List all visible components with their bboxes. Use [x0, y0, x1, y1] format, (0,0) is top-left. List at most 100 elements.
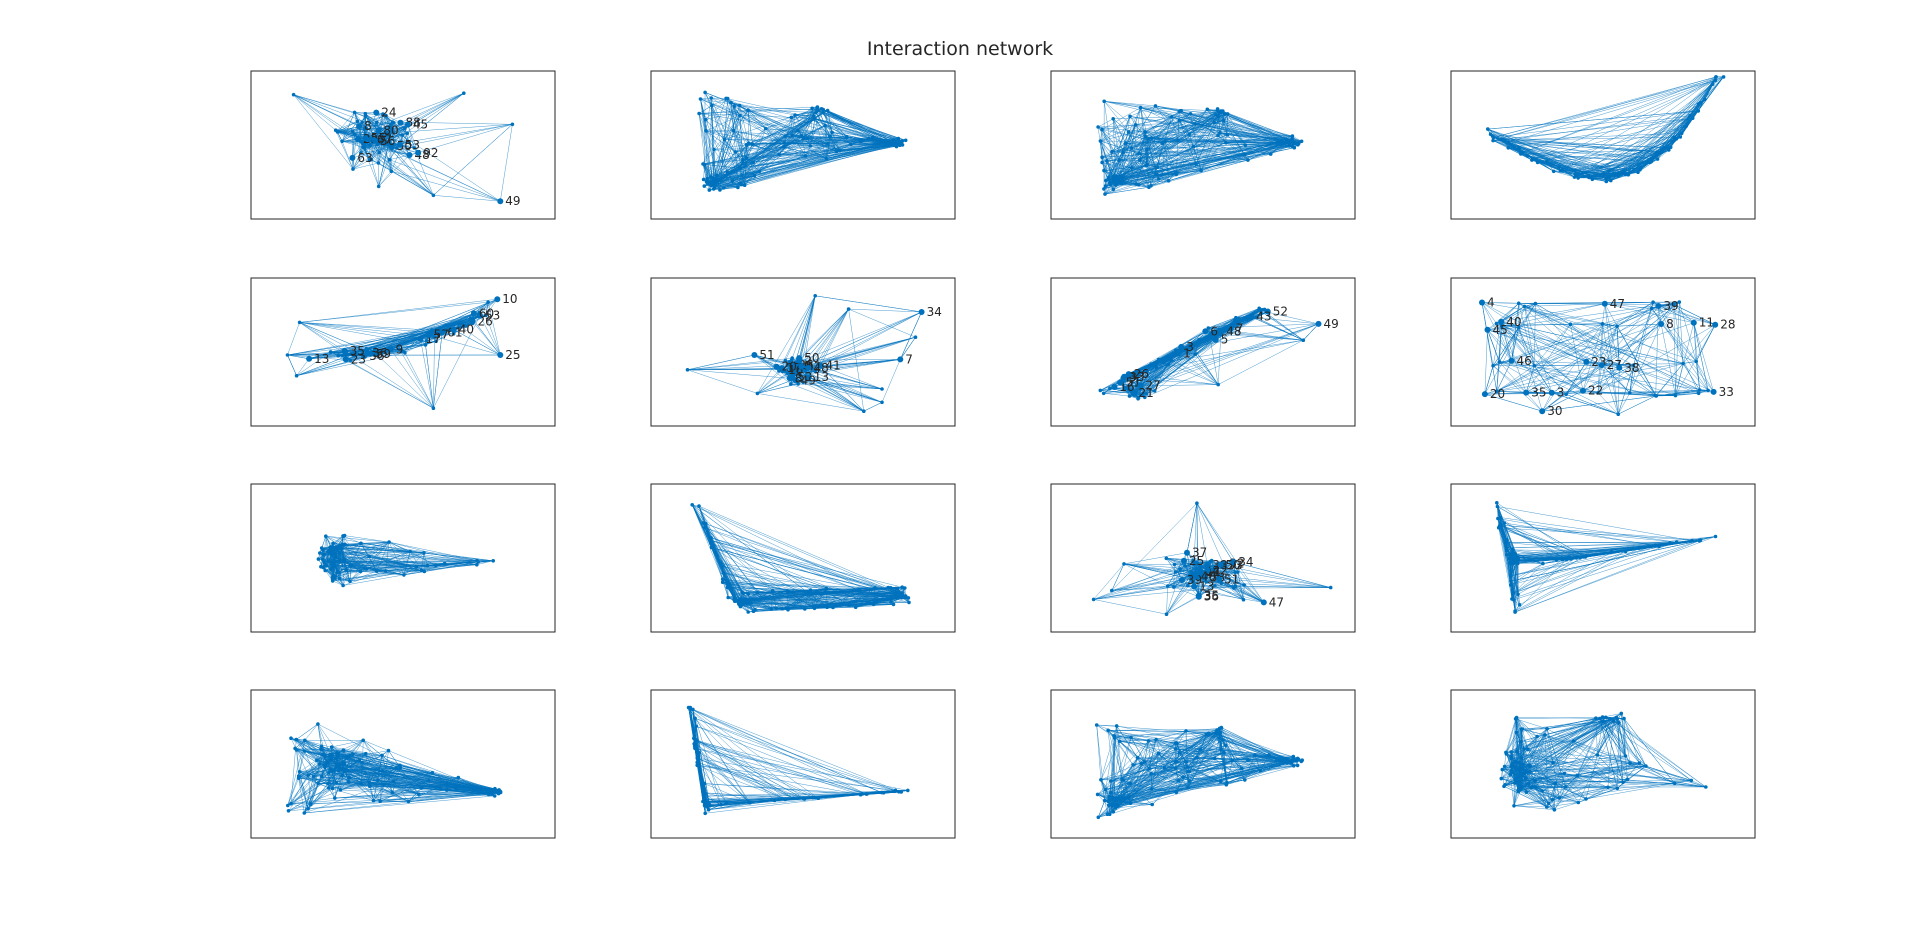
- network-node: [1563, 785, 1568, 789]
- network-node: [1696, 109, 1701, 113]
- network-node: [1217, 736, 1222, 740]
- network-node: [1213, 584, 1217, 588]
- network-node: [751, 160, 755, 164]
- network-node: [1184, 729, 1188, 733]
- network-node: [1513, 759, 1518, 764]
- network-node: [1496, 525, 1501, 530]
- network-node: [337, 558, 342, 562]
- network-node: [1508, 552, 1512, 557]
- network-node: [372, 352, 377, 357]
- network-node: [701, 799, 705, 804]
- network-node: [1615, 786, 1620, 791]
- network-node: [748, 600, 753, 605]
- network-panel-9: [250, 483, 556, 633]
- network-node: [1486, 127, 1490, 131]
- network-node: [693, 746, 697, 751]
- network-node: [289, 801, 293, 806]
- network-node: [904, 595, 908, 600]
- network-node: [1206, 731, 1211, 735]
- network-node: [1637, 546, 1642, 550]
- network-node: [1509, 750, 1513, 754]
- network-node: [1677, 300, 1682, 304]
- network-node: [475, 558, 479, 563]
- network-node: [789, 382, 793, 386]
- network-node: [400, 349, 405, 353]
- network-node: [1195, 501, 1199, 506]
- network-node: [1628, 391, 1632, 395]
- network-node: [1241, 597, 1246, 602]
- network-node: [898, 592, 903, 596]
- network-node: [1177, 118, 1182, 123]
- network-node: [1299, 759, 1304, 764]
- network-node: [1188, 112, 1193, 116]
- network-node: [390, 790, 395, 795]
- network-node: [360, 120, 364, 125]
- node-label: 51: [1126, 375, 1141, 389]
- network-node: [894, 586, 898, 591]
- node-label: 38: [1624, 361, 1639, 375]
- network-node: [757, 169, 762, 174]
- network-node: [813, 369, 817, 374]
- network-node: [1123, 141, 1128, 146]
- network-node: [873, 586, 877, 590]
- network-node: [1622, 716, 1626, 721]
- network-node: [1214, 732, 1219, 736]
- network-node: [327, 770, 331, 775]
- labeled-node: [1212, 336, 1219, 343]
- network-node: [492, 794, 497, 798]
- network-node: [815, 109, 820, 113]
- network-node: [892, 138, 896, 142]
- labeled-node: [1227, 325, 1234, 332]
- labeled-node: [1125, 371, 1132, 378]
- network-node: [1191, 144, 1196, 149]
- labeled-node: [1260, 599, 1267, 606]
- node-label: 8: [795, 371, 803, 385]
- network-node: [1328, 585, 1333, 590]
- network-node: [306, 773, 311, 777]
- network-node: [1654, 394, 1659, 398]
- network-node: [430, 328, 434, 333]
- network-node: [1571, 739, 1576, 743]
- network-node: [1575, 773, 1580, 778]
- network-node: [1176, 138, 1180, 143]
- network-node: [1602, 171, 1606, 176]
- network-node: [1267, 753, 1271, 757]
- network-node: [316, 781, 321, 786]
- network-node: [329, 546, 334, 550]
- panel-frame: [250, 689, 556, 839]
- network-node: [826, 590, 831, 595]
- network-node: [1102, 187, 1106, 191]
- network-node: [1689, 778, 1694, 783]
- network-node: [1510, 597, 1514, 601]
- network-node: [733, 150, 738, 154]
- network-node: [1584, 554, 1589, 558]
- network-node: [1103, 184, 1108, 188]
- network-node: [1144, 392, 1149, 396]
- network-node: [326, 781, 330, 786]
- node-label: 52: [1273, 305, 1288, 319]
- node-label: 27: [1145, 379, 1160, 393]
- network-node: [1150, 802, 1154, 807]
- labeled-node: [354, 136, 361, 143]
- labeled-node: [1479, 299, 1485, 306]
- network-node: [1655, 157, 1660, 161]
- network-node: [1224, 140, 1228, 145]
- network-node: [746, 598, 750, 602]
- network-node: [782, 144, 786, 149]
- node-label: 35: [1531, 386, 1546, 400]
- network-node: [1102, 168, 1106, 173]
- network-node: [419, 568, 424, 573]
- network-node: [796, 128, 800, 133]
- network-node: [1512, 764, 1516, 769]
- network-node: [1221, 118, 1226, 123]
- network-node: [1253, 753, 1257, 757]
- network-node: [746, 108, 750, 112]
- labeled-node: [1178, 577, 1185, 584]
- network-node: [886, 585, 890, 590]
- network-node: [1595, 753, 1600, 757]
- network-node: [887, 141, 891, 146]
- network-node: [1615, 717, 1620, 721]
- network-node: [1224, 328, 1228, 332]
- labeled-node: [1204, 567, 1211, 574]
- network-node: [431, 193, 436, 198]
